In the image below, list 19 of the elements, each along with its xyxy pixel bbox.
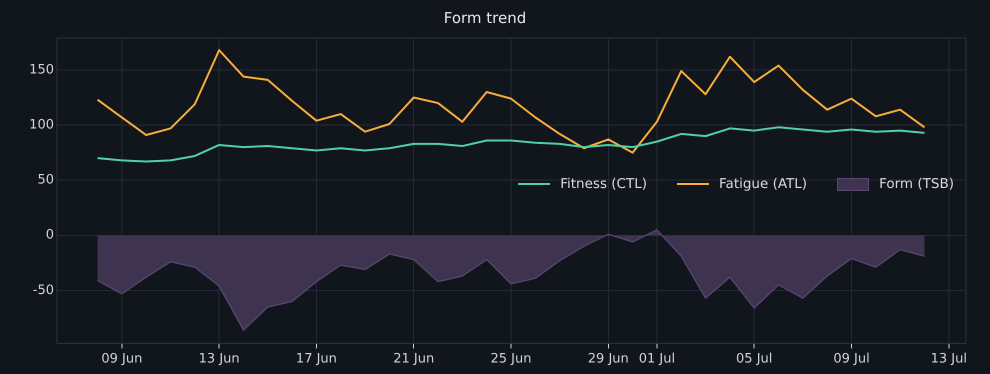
x-tick-label: 13 Jun xyxy=(198,352,240,367)
y-tick-label: 150 xyxy=(29,62,54,78)
y-tick-label: 0 xyxy=(46,228,54,243)
x-tick-label: 21 Jun xyxy=(393,352,434,367)
y-tick-label: 50 xyxy=(37,172,54,188)
legend-label: Fatigue (ATL) xyxy=(719,176,808,192)
x-tick-label: 01 Jul xyxy=(638,352,676,367)
y-tick-label: -50 xyxy=(32,282,54,298)
x-tick-label: 29 Jun xyxy=(588,352,629,367)
y-tick-label: 100 xyxy=(29,117,54,132)
legend-label: Fitness (CTL) xyxy=(560,176,648,192)
x-tick-label: 13 Jul xyxy=(930,352,967,367)
x-tick-label: 05 Jul xyxy=(736,352,772,367)
x-tick-label: 25 Jun xyxy=(490,352,532,367)
x-tick-label: 09 Jun xyxy=(101,352,142,367)
chart-title: Form trend xyxy=(444,8,526,27)
x-tick-label: 17 Jun xyxy=(296,352,337,367)
legend-label: Form (TSB) xyxy=(879,176,954,192)
x-tick-label: 09 Jul xyxy=(833,352,870,367)
